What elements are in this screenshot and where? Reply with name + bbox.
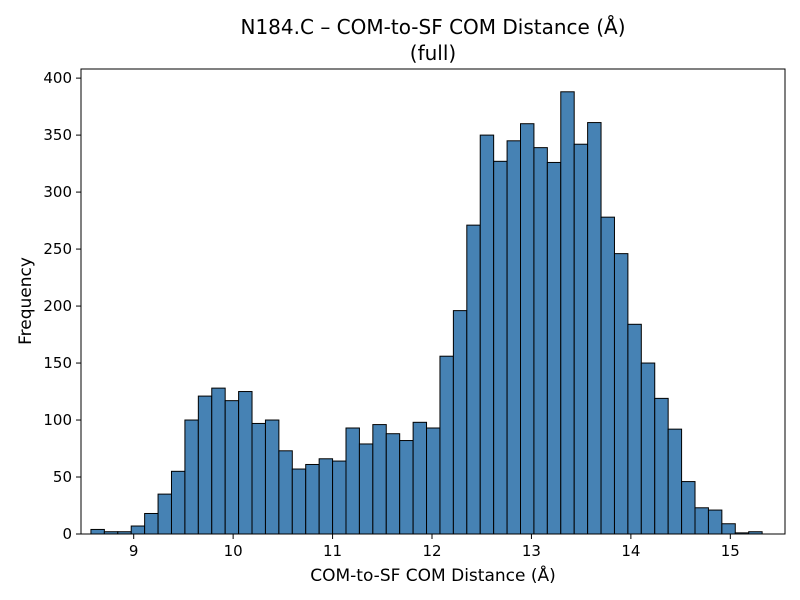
histogram-bar xyxy=(251,422,266,535)
histogram-bar xyxy=(667,428,683,535)
bar-series xyxy=(90,91,763,535)
x-tick-label: 9 xyxy=(129,542,139,560)
histogram-bar xyxy=(305,463,320,535)
histogram-bar xyxy=(654,397,669,535)
x-tick-label: 15 xyxy=(721,542,740,560)
histogram-bar xyxy=(560,91,575,535)
y-tick-label: 350 xyxy=(43,126,72,144)
histogram-bar xyxy=(694,507,709,535)
histogram-bar xyxy=(170,470,186,535)
histogram-bar xyxy=(546,161,562,535)
histogram-bar xyxy=(318,458,334,535)
y-axis-ticks: 0 50 100 150 200 250 300 350 400 xyxy=(43,69,81,543)
histogram-bar xyxy=(291,468,307,535)
histogram-bar xyxy=(587,122,602,535)
histogram-bar xyxy=(345,427,360,535)
histogram-bar xyxy=(197,395,213,535)
histogram-bar xyxy=(721,523,736,535)
histogram-bar xyxy=(184,419,199,535)
y-tick-label: 400 xyxy=(43,69,72,87)
histogram-bar xyxy=(130,525,146,535)
chart-title: N184.C – COM-to-SF COM Distance (Å) xyxy=(241,15,626,39)
histogram-bar xyxy=(211,387,226,535)
chart-subtitle: (full) xyxy=(410,41,456,65)
y-tick-label: 50 xyxy=(53,468,72,486)
x-axis-ticks: 9 10 11 12 13 14 15 xyxy=(129,534,740,560)
x-tick-label: 11 xyxy=(323,542,342,560)
y-tick-label: 0 xyxy=(62,525,72,543)
x-tick-label: 12 xyxy=(422,542,441,560)
histogram-bar xyxy=(238,391,253,535)
histogram-bar xyxy=(452,310,468,535)
histogram-bar xyxy=(479,134,495,535)
plot-frame xyxy=(80,68,786,535)
histogram-bar xyxy=(264,419,280,535)
histogram-bar xyxy=(278,450,293,535)
histogram-bar xyxy=(358,443,374,535)
histogram-bar xyxy=(533,147,548,535)
x-axis-label: COM-to-SF COM Distance (Å) xyxy=(310,564,556,586)
histogram-bar xyxy=(385,433,401,535)
y-tick-label: 250 xyxy=(43,240,72,258)
histogram-bar xyxy=(332,460,347,535)
histogram-bar xyxy=(627,323,642,535)
histogram-bar xyxy=(520,123,535,535)
y-tick-label: 300 xyxy=(43,183,72,201)
y-tick-label: 150 xyxy=(43,354,72,372)
histogram-bar xyxy=(224,400,240,535)
histogram-bar xyxy=(613,253,629,535)
histogram-bar xyxy=(157,493,172,535)
histogram-bar xyxy=(707,509,723,535)
histogram-bar xyxy=(506,140,522,535)
histogram-bar xyxy=(493,160,508,535)
histogram-bar xyxy=(144,512,159,535)
y-axis-label: Frequency xyxy=(16,257,36,345)
histogram-bar xyxy=(681,481,696,535)
histogram-bar xyxy=(439,355,454,535)
histogram-bar xyxy=(399,440,414,535)
histogram-bar xyxy=(372,424,387,535)
histogram-bar xyxy=(640,362,656,535)
histogram-bar xyxy=(600,216,615,535)
histogram-bar xyxy=(426,427,441,535)
y-tick-label: 200 xyxy=(43,297,72,315)
histogram-bar xyxy=(573,143,589,535)
x-tick-label: 10 xyxy=(224,542,243,560)
histogram-bar xyxy=(412,421,428,535)
histogram-bar xyxy=(466,224,481,535)
x-tick-label: 13 xyxy=(522,542,541,560)
histogram-bar xyxy=(90,528,105,535)
y-tick-label: 100 xyxy=(43,411,72,429)
x-tick-label: 14 xyxy=(621,542,640,560)
